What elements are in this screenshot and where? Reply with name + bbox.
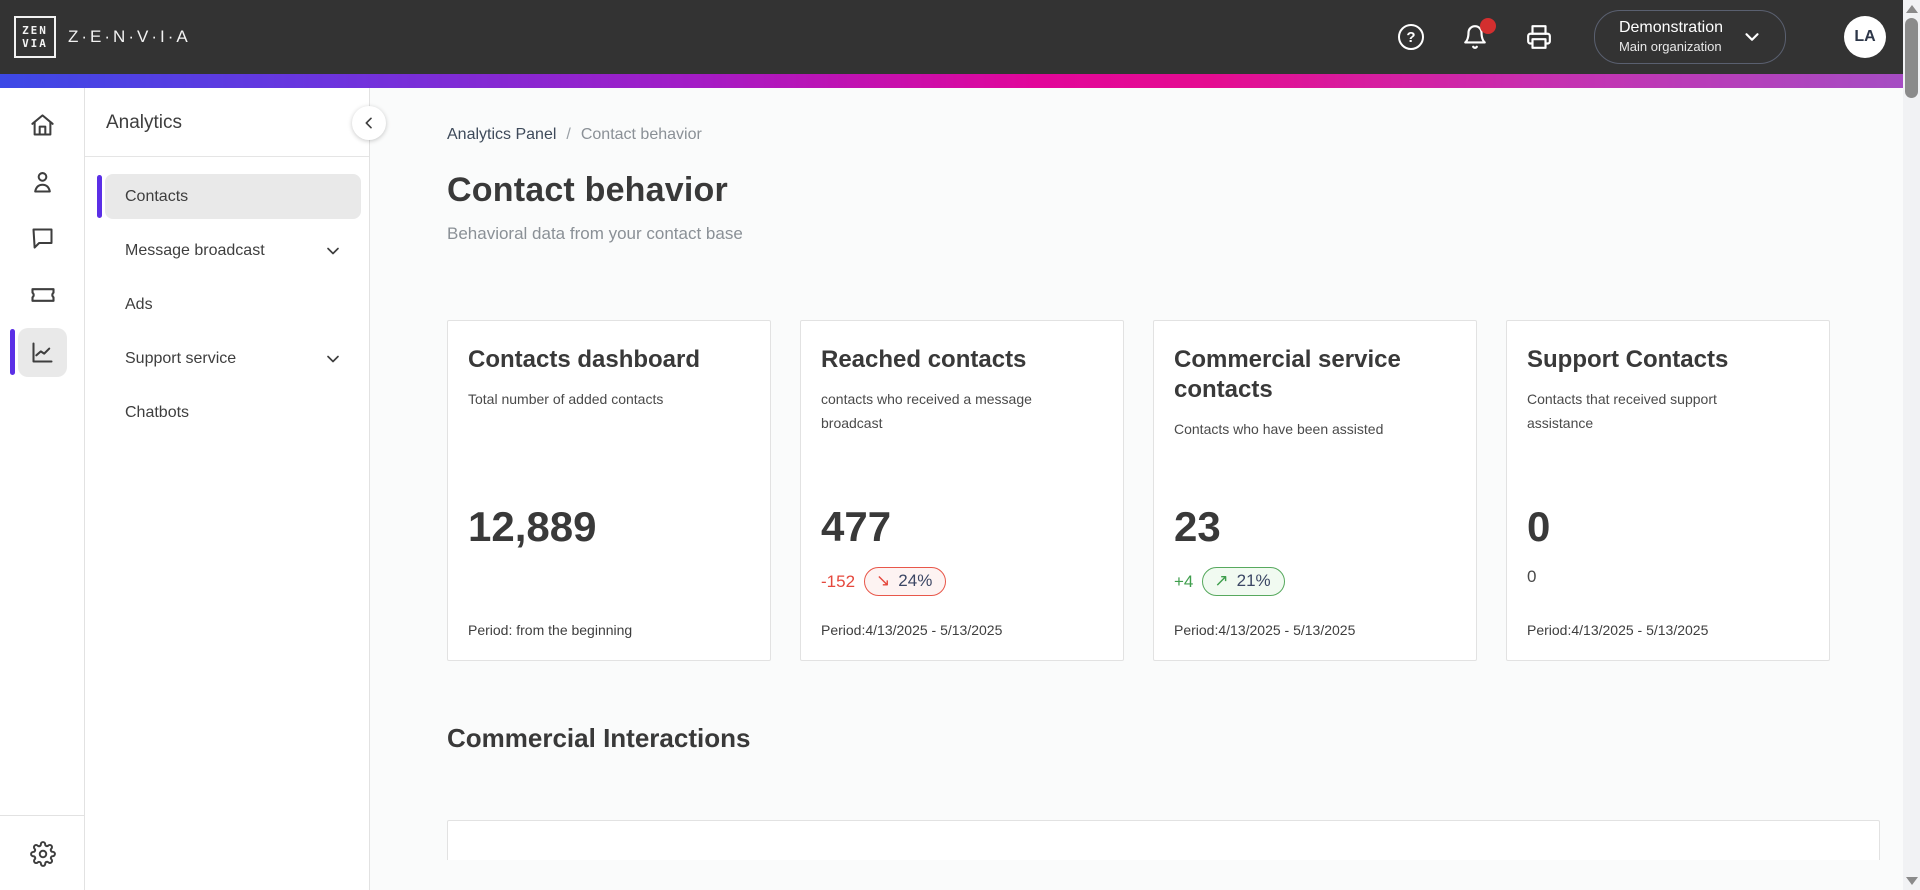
icon-rail — [0, 88, 85, 890]
commercial-interactions-card-top — [447, 820, 1880, 860]
organization-selector[interactable]: Demonstration Main organization — [1593, 10, 1786, 64]
sidebar-item-support-service[interactable]: Support service — [105, 336, 361, 381]
sidebar-menu: Contacts Message broadcast Ads Support s… — [85, 157, 369, 435]
card-period: Period: from the beginning — [468, 622, 633, 638]
logo-text-top: ZEN — [22, 23, 48, 37]
card-description: Total number of added contacts — [468, 391, 664, 407]
chevron-down-icon — [1745, 32, 1759, 41]
breadcrumb-analytics-panel[interactable]: Analytics Panel — [447, 126, 557, 143]
card-description: contacts who received a message broadcas… — [821, 391, 1032, 431]
person-icon — [34, 171, 51, 193]
sidebar-item-chatbots[interactable]: Chatbots — [105, 390, 361, 435]
organization-name: Demonstration — [1618, 19, 1723, 36]
trend-badge: ↗ 21% — [1202, 567, 1285, 596]
main-content: Analytics Panel / Contact behavior Conta… — [370, 88, 1903, 890]
sidebar-item-message-broadcast[interactable]: Message broadcast — [105, 228, 361, 273]
sidebar-item-ads[interactable]: Ads — [105, 282, 361, 327]
card-title: Support Contacts — [1527, 346, 1729, 373]
rail-item-settings[interactable] — [0, 826, 85, 882]
page-subtitle: Behavioral data from your contact base — [447, 224, 743, 243]
sidebar-collapse-button[interactable] — [352, 106, 386, 140]
card-value: 12,889 — [468, 503, 597, 550]
card-support-contacts: Support Contacts Contacts that received … — [1506, 320, 1830, 661]
card-delta-row: 0 — [1527, 567, 1536, 587]
breadcrumb: Analytics Panel / Contact behavior — [447, 126, 1880, 144]
section-title-commercial-interactions: Commercial Interactions — [447, 723, 751, 753]
card-value: 23 — [1174, 503, 1221, 550]
card-title: Commercial service contacts — [1174, 346, 1401, 403]
rail-item-analytics[interactable] — [0, 324, 85, 380]
sidebar-item-label: Contacts — [125, 187, 189, 205]
breadcrumb-current: Contact behavior — [580, 126, 702, 143]
stat-cards-row: Contacts dashboard Total number of added… — [447, 320, 1880, 661]
sidebar-title: Analytics — [106, 112, 183, 133]
chat-bubble-icon — [32, 227, 53, 249]
zenvia-logo-icon[interactable]: ZEN VIA — [14, 16, 56, 58]
sidebar-item-label: Support service — [125, 349, 237, 367]
avatar[interactable]: LA — [1844, 16, 1886, 58]
ticket-icon — [30, 288, 55, 302]
line-chart-icon — [32, 341, 53, 363]
trend-badge: ↘ 24% — [864, 567, 947, 596]
rail-item-tickets[interactable] — [0, 267, 85, 323]
notification-badge — [1479, 18, 1496, 34]
sidebar-item-contacts[interactable]: Contacts — [97, 174, 361, 219]
brand-gradient-bar — [0, 74, 1920, 88]
chevron-down-icon — [327, 247, 339, 254]
help-icon: ? — [1397, 24, 1424, 50]
card-title: Contacts dashboard — [468, 346, 701, 373]
page-scrollbar[interactable] — [1903, 0, 1920, 890]
rail-item-contacts[interactable] — [0, 154, 85, 210]
analytics-sidebar: Analytics Contacts Message broadcast Ads… — [85, 88, 386, 890]
topbar-actions: ? Demonstration Main organization LA — [1396, 10, 1886, 64]
card-value: 477 — [821, 503, 892, 550]
card-commercial-service-contacts: Commercial service contacts Contacts who… — [1153, 320, 1477, 661]
bell-icon — [1464, 25, 1486, 49]
help-button[interactable]: ? — [1396, 22, 1426, 52]
card-contacts-dashboard: Contacts dashboard Total number of added… — [447, 320, 771, 661]
delta-value: +4 — [1174, 571, 1194, 591]
delta-value: 0 — [1527, 567, 1537, 586]
breadcrumb-separator: / — [566, 126, 571, 143]
printer-icon — [1527, 25, 1551, 49]
card-title: Reached contacts — [821, 346, 1027, 373]
rail-divider — [0, 815, 85, 816]
card-description: Contacts who have been assisted — [1174, 421, 1384, 437]
home-icon — [31, 113, 54, 136]
logo-text-bottom: VIA — [22, 36, 48, 50]
card-period: Period:4/13/2025 - 5/13/2025 — [1174, 622, 1356, 638]
scrollbar-down-arrow[interactable] — [1906, 877, 1918, 885]
scrollbar-up-arrow[interactable] — [1906, 5, 1918, 13]
rail-active-indicator — [10, 329, 15, 375]
page-title: Contact behavior — [447, 171, 728, 209]
chevron-down-icon — [327, 355, 339, 362]
organization-text: Demonstration Main organization — [1619, 18, 1723, 55]
card-period: Period:4/13/2025 - 5/13/2025 — [1527, 622, 1709, 638]
trend-up-icon: ↗ — [1214, 571, 1229, 590]
sidebar-divider — [85, 156, 369, 157]
scrollbar-thumb[interactable] — [1905, 18, 1918, 98]
card-delta-row: -152 ↘ 24% — [821, 567, 947, 596]
print-button[interactable] — [1524, 22, 1554, 52]
trend-percent: 21% — [1236, 571, 1271, 590]
notifications-button[interactable] — [1460, 18, 1496, 52]
delta-value: -152 — [821, 571, 856, 591]
trend-down-icon: ↘ — [876, 571, 891, 590]
card-description: Contacts that received support assistanc… — [1527, 391, 1717, 431]
trend-percent: 24% — [898, 571, 933, 590]
gear-icon — [29, 841, 56, 867]
rail-item-home[interactable] — [0, 97, 85, 153]
topbar: ZEN VIA Z·E·N·V·I·A ? Demonstration Main… — [0, 0, 1920, 74]
sidebar-item-label: Message broadcast — [125, 241, 265, 259]
card-value: 0 — [1527, 503, 1551, 550]
brand-wordmark: Z·E·N·V·I·A — [68, 27, 191, 46]
card-delta-row: +4 ↗ 21% — [1174, 567, 1285, 596]
organization-subtitle: Main organization — [1618, 39, 1722, 54]
card-reached-contacts: Reached contacts contacts who received a… — [800, 320, 1124, 661]
sidebar-item-label: Ads — [125, 295, 153, 313]
rail-item-conversations[interactable] — [0, 210, 85, 266]
card-period: Period:4/13/2025 - 5/13/2025 — [821, 622, 1003, 638]
chevron-left-icon — [365, 117, 372, 129]
sidebar-item-label: Chatbots — [125, 403, 190, 421]
